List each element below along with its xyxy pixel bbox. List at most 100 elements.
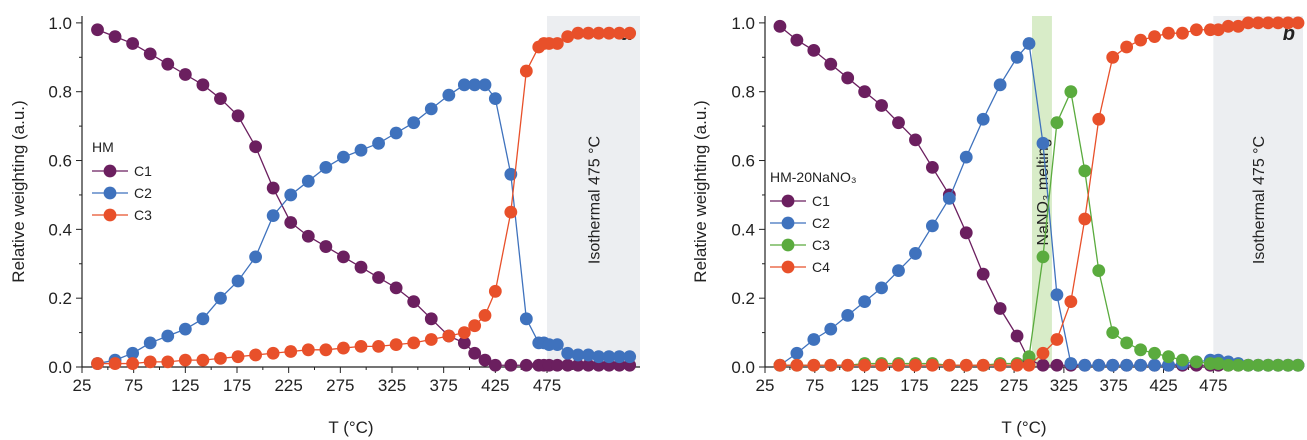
- data-point: [807, 333, 821, 346]
- x-tick-label: 475: [1199, 376, 1227, 395]
- data-point: [504, 358, 518, 372]
- legend-swatch-marker: [103, 186, 117, 200]
- x-tick-label: 275: [1000, 376, 1028, 395]
- data-point: [925, 358, 939, 372]
- data-point: [249, 250, 262, 264]
- data-point: [1050, 116, 1064, 130]
- data-point: [1064, 357, 1078, 370]
- data-point: [519, 64, 533, 78]
- data-point: [389, 338, 403, 352]
- data-point: [1271, 358, 1285, 372]
- y-tick-label: 0.0: [48, 358, 72, 377]
- data-point: [372, 271, 385, 284]
- y-tick-label: 0.4: [731, 220, 755, 239]
- data-point: [1092, 264, 1106, 278]
- data-point: [457, 326, 471, 339]
- data-point: [488, 358, 502, 372]
- data-point: [1162, 350, 1175, 364]
- data-point: [231, 350, 245, 364]
- data-point: [1036, 250, 1050, 264]
- data-point: [976, 358, 990, 372]
- legend-title: HM: [92, 139, 114, 155]
- data-point: [1022, 358, 1036, 372]
- data-point: [1148, 346, 1161, 360]
- data-point: [993, 302, 1007, 315]
- x-tick-label: 125: [850, 376, 878, 395]
- data-point: [301, 229, 315, 243]
- data-point: [266, 209, 280, 222]
- legend-entry: C4: [812, 259, 830, 275]
- data-point: [1134, 343, 1148, 357]
- data-point: [1271, 16, 1285, 30]
- data-point: [790, 346, 804, 360]
- data-point: [773, 19, 787, 33]
- data-point: [266, 181, 280, 195]
- region-label: NaNO₃ melting: [1035, 139, 1052, 246]
- chart-panel-a: Isothermal 475 °C 25 75 125 175 225 275 325 375 4…: [9, 14, 640, 437]
- data-point: [993, 358, 1007, 372]
- data-point: [1251, 16, 1265, 30]
- y-tick-label: 0.0: [731, 358, 755, 377]
- data-point: [407, 116, 421, 130]
- legend-entry: C1: [134, 163, 152, 179]
- legend-swatch-marker: [781, 260, 795, 274]
- data-point: [1261, 358, 1275, 372]
- data-point: [389, 126, 403, 140]
- data-point: [301, 174, 315, 188]
- data-point: [841, 71, 855, 85]
- data-point: [161, 57, 175, 71]
- x-tick-label: 275: [326, 376, 354, 395]
- legend-entry: C3: [812, 237, 830, 253]
- data-point: [1078, 164, 1092, 178]
- data-point: [488, 92, 502, 105]
- data-point: [1251, 358, 1265, 372]
- x-axis-title: T (°C): [328, 418, 373, 437]
- data-point: [178, 353, 192, 367]
- data-point: [959, 358, 973, 372]
- data-point: [561, 346, 575, 360]
- data-point: [1291, 16, 1305, 30]
- data-point: [993, 78, 1007, 92]
- data-point: [1064, 295, 1078, 309]
- data-point: [909, 358, 922, 372]
- y-tick-label: 1.0: [731, 14, 755, 33]
- data-point: [337, 150, 350, 164]
- data-point: [571, 358, 585, 372]
- data-point: [108, 357, 122, 370]
- data-point: [478, 308, 492, 322]
- data-point: [1120, 40, 1134, 54]
- data-point: [231, 274, 245, 288]
- data-point: [214, 291, 227, 305]
- shaded-region: [1213, 16, 1303, 367]
- data-point: [807, 44, 821, 57]
- data-point: [581, 358, 595, 372]
- x-tick-label: 375: [1100, 376, 1128, 395]
- data-point: [214, 351, 227, 365]
- legend-entry: C1: [812, 193, 830, 209]
- y-tick-label: 0.4: [48, 220, 72, 239]
- region-label: Isothermal 475 °C: [587, 136, 604, 264]
- data-point: [143, 355, 157, 369]
- data-point: [161, 329, 175, 343]
- data-point: [319, 161, 333, 174]
- data-point: [623, 350, 637, 364]
- data-point: [1221, 358, 1235, 372]
- data-point: [602, 26, 616, 40]
- data-point: [126, 346, 140, 360]
- y-tick-label: 0.2: [731, 289, 755, 308]
- data-point: [1176, 26, 1189, 40]
- data-point: [790, 358, 804, 372]
- data-point: [1106, 358, 1120, 372]
- data-point: [1261, 16, 1275, 30]
- data-point: [1106, 326, 1120, 339]
- data-point: [858, 295, 872, 309]
- data-point: [1120, 336, 1134, 350]
- data-point: [196, 312, 210, 326]
- shaded-region: [547, 16, 640, 367]
- y-axis-title: Relative weighting (a.u.): [9, 100, 28, 282]
- data-point: [875, 281, 888, 295]
- y-axis-title: Relative weighting (a.u.): [691, 100, 710, 282]
- x-tick-label: 175: [223, 376, 251, 395]
- data-point: [1291, 358, 1305, 372]
- data-point: [457, 336, 471, 350]
